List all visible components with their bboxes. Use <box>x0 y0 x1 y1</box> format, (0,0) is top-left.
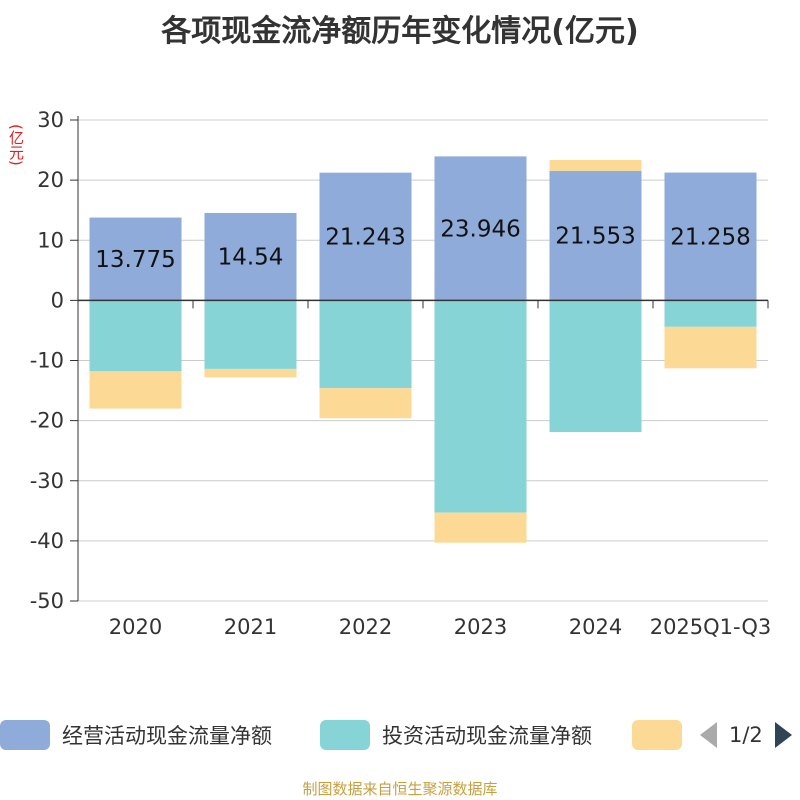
legend-item-operating[interactable]: 经营活动现金流量净额 <box>0 720 272 750</box>
x-tick-label: 2021 <box>224 615 277 639</box>
bar-series2-2025Q1-Q3 <box>664 300 757 327</box>
data-source: 制图数据来自恒生聚源数据库 <box>302 780 498 798</box>
pager-text: 1/2 <box>729 723 763 747</box>
pager-next-icon[interactable] <box>774 722 792 748</box>
x-tick-label: 2023 <box>454 615 507 639</box>
x-tick-label: 2022 <box>339 615 392 639</box>
bar-series2-2023 <box>434 300 527 513</box>
bar-series1-2022 <box>319 172 412 301</box>
bar-series2-2024 <box>549 300 642 433</box>
legend-label-investing: 投资活动现金流量净额 <box>382 724 592 748</box>
data-label: 21.258 <box>670 224 750 250</box>
y-tick-label: -10 <box>30 349 64 373</box>
bar-series3-2024 <box>549 159 642 171</box>
data-label: 13.775 <box>95 247 175 273</box>
bar-series2-2022 <box>319 300 412 389</box>
legend-label-operating: 经营活动现金流量净额 <box>62 724 272 748</box>
y-tick-label: 0 <box>51 288 64 312</box>
x-tick-label: 2025Q1-Q3 <box>650 615 772 639</box>
legend-item-investing[interactable]: 投资活动现金流量净额 <box>320 720 592 750</box>
legend: 经营活动现金流量净额 投资活动现金流量净额 1/2 <box>0 714 800 754</box>
x-tick-label: 2024 <box>569 615 622 639</box>
bar-series2-2020 <box>89 300 182 372</box>
legend-item-financing[interactable] <box>632 720 682 750</box>
y-tick-label: 20 <box>37 168 64 192</box>
legend-swatch-operating <box>0 720 50 750</box>
bar-series2-2021 <box>204 300 297 369</box>
y-tick-label: -30 <box>30 469 64 493</box>
y-tick-label: -40 <box>30 529 64 553</box>
bar-series3-2020 <box>89 371 182 409</box>
y-tick-label: 10 <box>37 228 64 252</box>
legend-pager: 1/2 <box>700 720 792 750</box>
data-label: 21.243 <box>325 225 405 251</box>
y-tick-label: -20 <box>30 409 64 433</box>
bar-series1-2025Q1-Q3 <box>664 172 757 301</box>
bar-series3-2023 <box>434 512 527 543</box>
chart-title: 各项现金流净额历年变化情况(亿元) <box>161 14 639 49</box>
y-tick-label: -50 <box>30 589 64 613</box>
x-tick-label: 2020 <box>109 615 162 639</box>
legend-swatch-financing <box>632 720 682 750</box>
data-label: 14.54 <box>218 245 284 271</box>
bar-series1-2024 <box>549 170 642 301</box>
bar-series1-2020 <box>89 217 182 301</box>
pager-prev-icon[interactable] <box>700 722 717 748</box>
data-label: 21.553 <box>555 224 635 250</box>
bar-series1-2021 <box>204 212 297 301</box>
bar-series3-2025Q1-Q3 <box>664 326 757 369</box>
y-axis-unit: (亿元) <box>7 124 25 166</box>
data-label: 23.946 <box>440 216 520 242</box>
legend-swatch-investing <box>320 720 370 750</box>
bar-series3-2021 <box>204 368 297 378</box>
bar-series3-2022 <box>319 388 412 419</box>
bar-series1-2023 <box>434 156 527 301</box>
y-tick-label: 30 <box>37 108 64 132</box>
